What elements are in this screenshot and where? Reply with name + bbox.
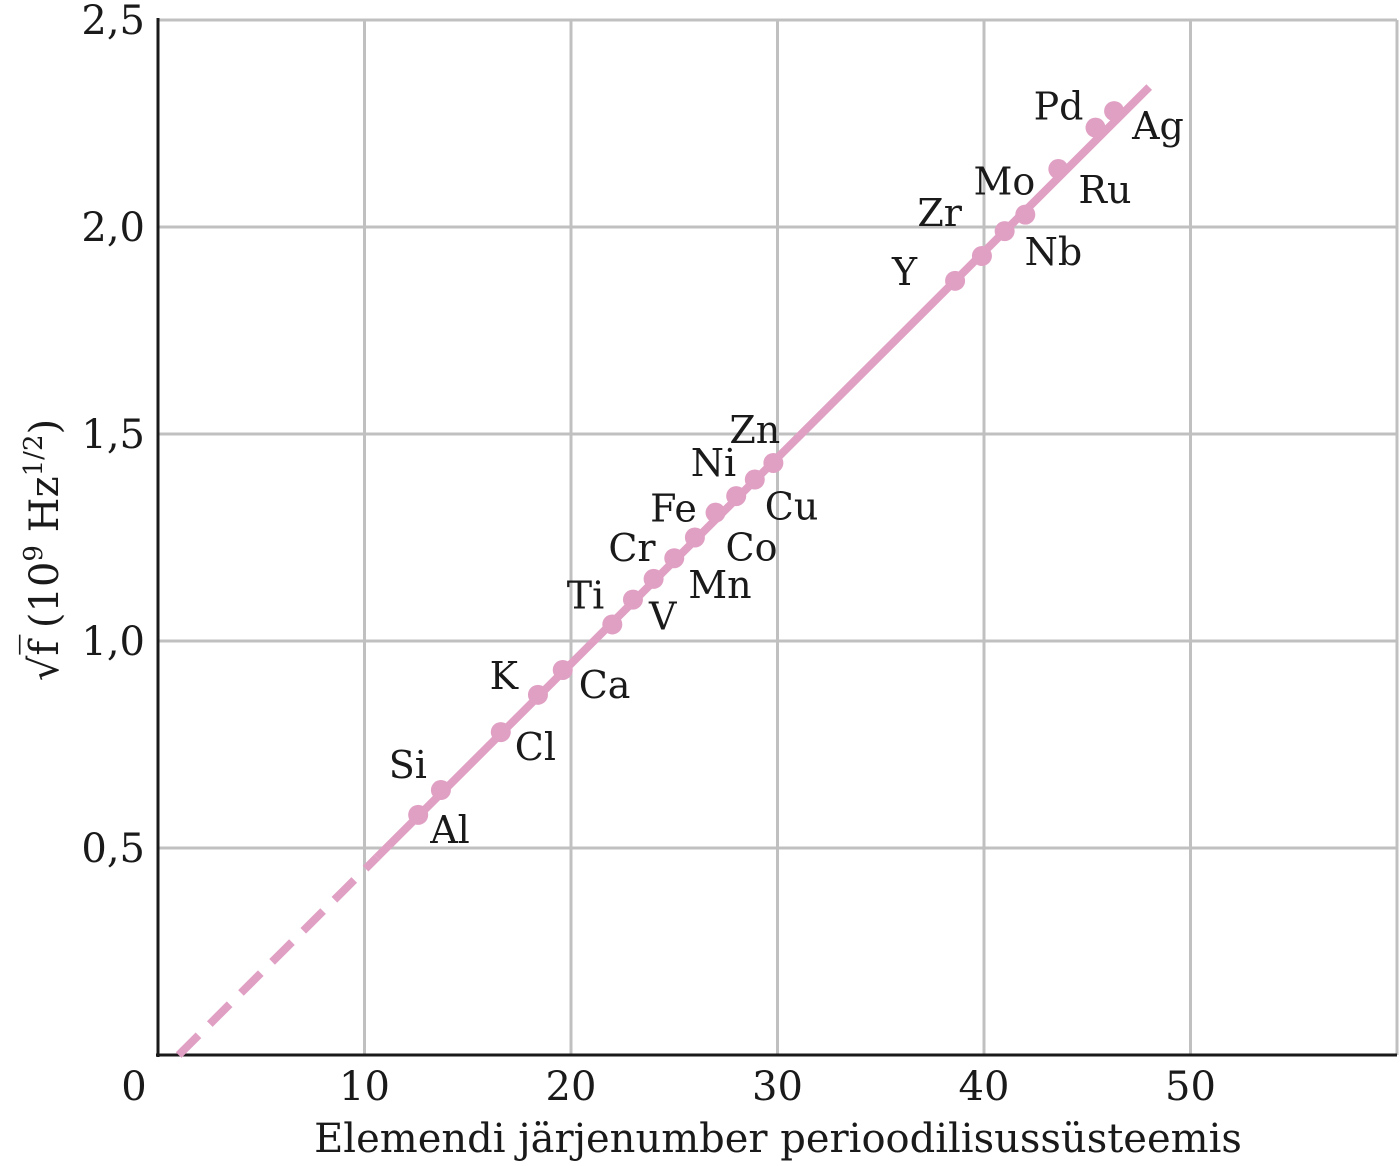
axes bbox=[156, 18, 1397, 1057]
data-point-ca bbox=[552, 659, 573, 680]
y-tick-label: 1,0 bbox=[81, 619, 145, 665]
data-points bbox=[408, 101, 1125, 825]
data-point-mn bbox=[664, 548, 685, 569]
data-point-ru bbox=[1048, 159, 1069, 180]
y-tick-label: 1,5 bbox=[81, 412, 145, 458]
data-point-si bbox=[430, 780, 451, 801]
y-tick-label: 2,0 bbox=[81, 205, 145, 251]
point-label-cu: Cu bbox=[765, 485, 819, 529]
point-label-k: K bbox=[490, 654, 519, 698]
point-label-zn: Zn bbox=[729, 408, 780, 452]
x-tick-label: 10 bbox=[339, 1064, 390, 1110]
x-tick-label: 30 bbox=[752, 1064, 803, 1110]
point-label-mo: Mo bbox=[974, 160, 1036, 204]
point-label-ni: Ni bbox=[691, 441, 736, 485]
point-label-ru: Ru bbox=[1078, 168, 1131, 212]
data-point-zr bbox=[971, 245, 992, 266]
point-label-al: Al bbox=[429, 808, 470, 852]
data-point-cr bbox=[643, 568, 664, 589]
y-axis-label: √f̅ (109 Hz1/2) bbox=[19, 419, 68, 681]
point-label-fe: Fe bbox=[650, 487, 697, 531]
x-axis-label: Elemendi järjenumber perioodilisussüstee… bbox=[314, 1116, 1242, 1162]
point-label-ca: Ca bbox=[579, 663, 631, 707]
fit-line-dashed bbox=[175, 854, 380, 1058]
grid bbox=[158, 18, 1399, 1055]
data-point-k bbox=[527, 684, 548, 705]
y-axis-label-exp: 9 bbox=[19, 545, 49, 562]
y-axis-label-unit-exp: 1/2 bbox=[19, 435, 49, 477]
data-point-pd bbox=[1085, 117, 1106, 138]
y-axis-label-main: √f̅ (10 bbox=[19, 562, 68, 682]
point-label-si: Si bbox=[389, 743, 427, 787]
x-tick-label: 0 bbox=[121, 1064, 146, 1110]
y-axis-label-close: ) bbox=[22, 419, 68, 435]
point-label-co: Co bbox=[726, 526, 778, 570]
point-label-mn: Mn bbox=[688, 563, 751, 607]
data-point-co bbox=[705, 502, 726, 523]
point-label-cr: Cr bbox=[608, 526, 656, 570]
data-point-al bbox=[408, 804, 429, 825]
x-tick-label: 20 bbox=[546, 1064, 597, 1110]
point-label-ag: Ag bbox=[1131, 104, 1184, 148]
data-point-fe bbox=[684, 527, 705, 548]
data-point-nb bbox=[994, 221, 1015, 242]
y-tick-label: 0,5 bbox=[81, 826, 145, 872]
data-point-mo bbox=[1015, 204, 1036, 225]
data-point-cu bbox=[744, 469, 765, 490]
point-label-v: V bbox=[648, 595, 677, 639]
data-point-v bbox=[622, 589, 643, 610]
data-point-y bbox=[945, 270, 966, 291]
point-label-ti: Ti bbox=[567, 573, 605, 617]
data-point-ni bbox=[726, 486, 747, 507]
point-label-zr: Zr bbox=[917, 191, 962, 235]
y-axis-label-unit: Hz bbox=[22, 476, 68, 545]
point-label-pd: Pd bbox=[1034, 85, 1084, 129]
point-label-y: Y bbox=[891, 250, 918, 294]
data-point-ag bbox=[1104, 101, 1125, 122]
point-label-nb: Nb bbox=[1025, 230, 1083, 274]
data-point-ti bbox=[602, 614, 623, 635]
data-point-cl bbox=[490, 722, 511, 743]
point-label-cl: Cl bbox=[515, 725, 556, 769]
y-tick-label: 2,5 bbox=[81, 0, 145, 44]
data-point-zn bbox=[763, 452, 784, 473]
x-tick-label: 50 bbox=[1165, 1064, 1216, 1110]
x-tick-label: 40 bbox=[959, 1064, 1010, 1110]
tick-labels: 0 10 20 30 40 50 0,5 1,0 1,5 2,0 2,5 bbox=[81, 0, 1216, 1110]
